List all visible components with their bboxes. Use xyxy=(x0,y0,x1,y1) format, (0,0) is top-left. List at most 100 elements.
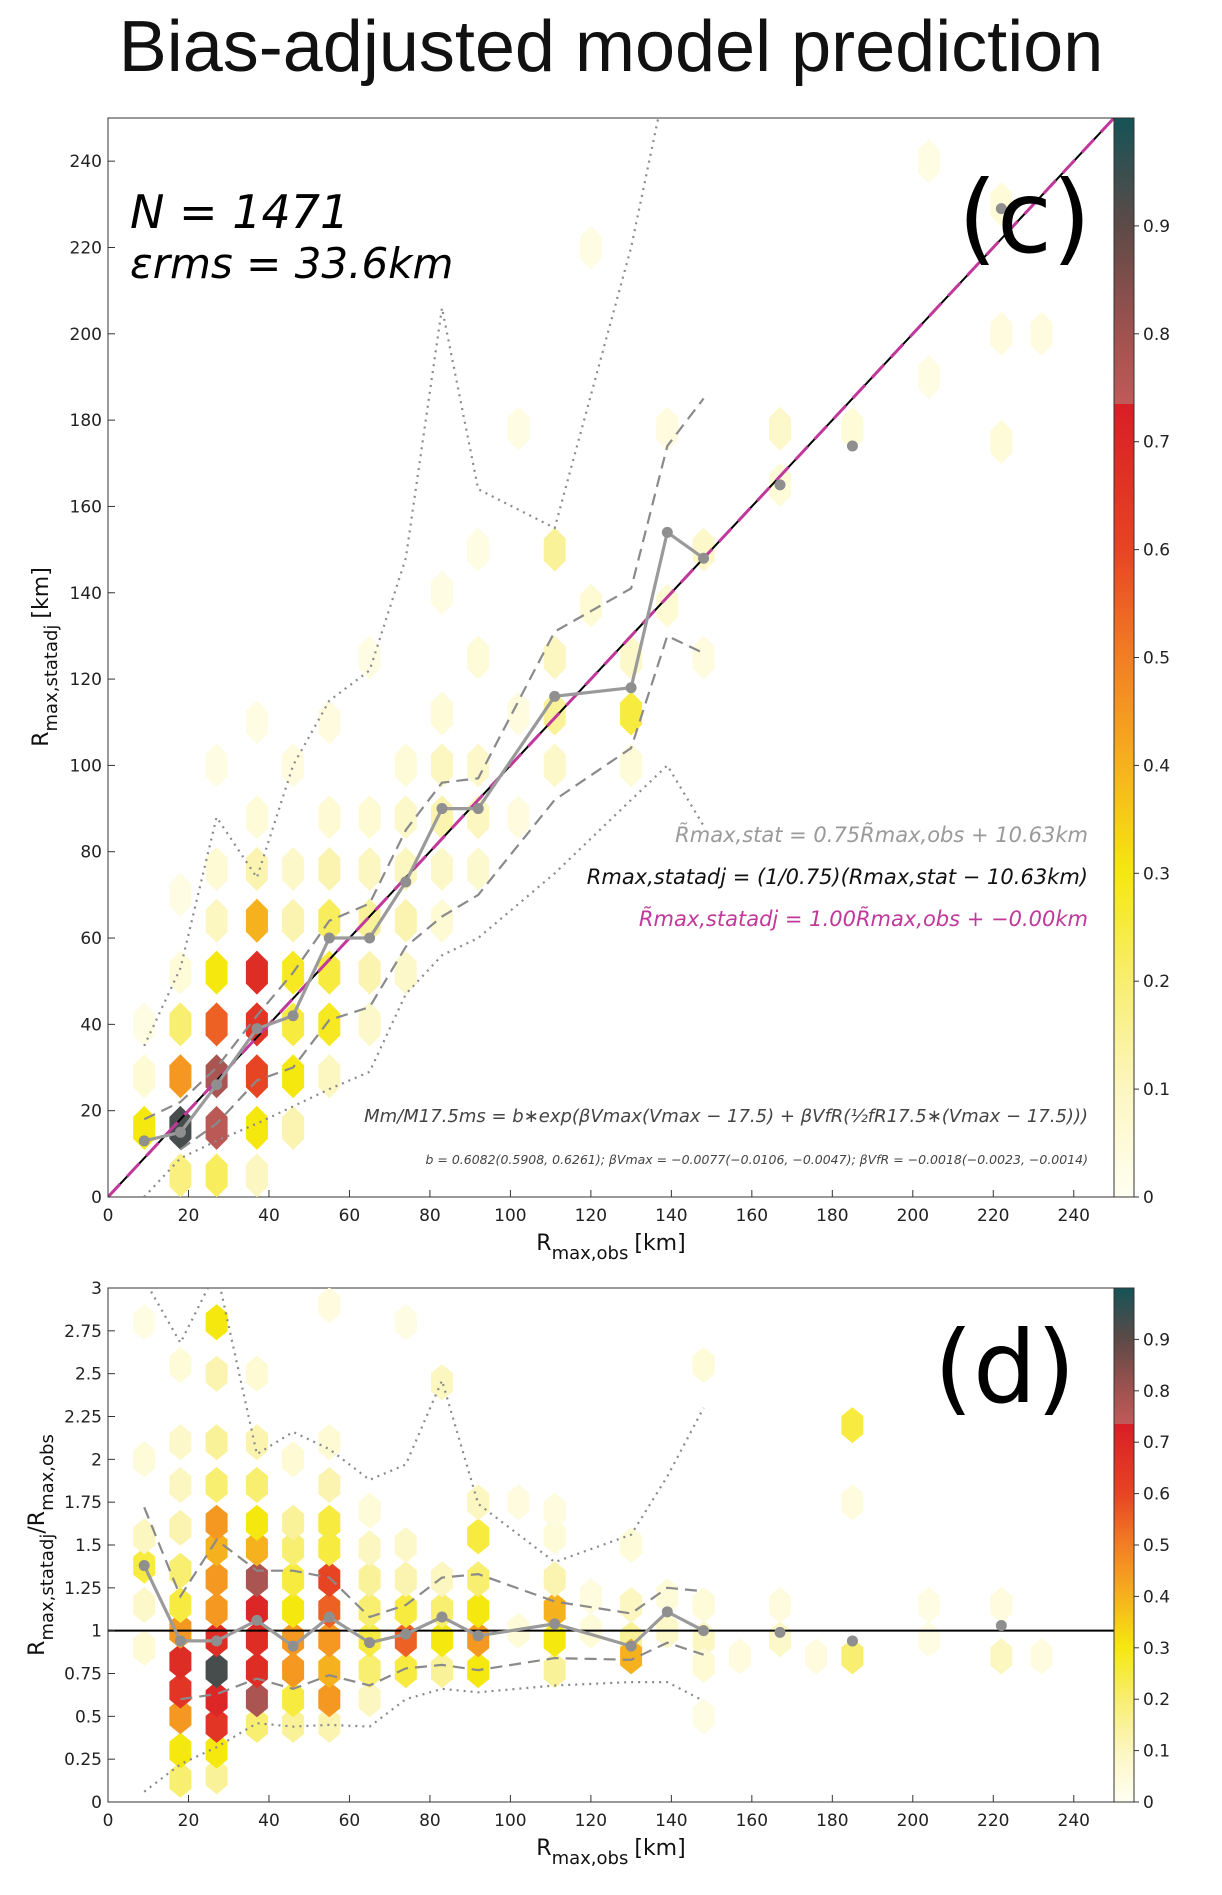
hexbin-c-12 xyxy=(205,1002,228,1047)
hexbin-c-80 xyxy=(841,406,864,451)
hexbin-c-65 xyxy=(543,743,566,788)
hexbin-d-19 xyxy=(205,1732,228,1769)
ytick-label-d-5: 1.25 xyxy=(64,1579,102,1599)
median-point-c-5 xyxy=(323,932,335,944)
hexbin-c-22 xyxy=(245,898,268,943)
hexbin-c-78 xyxy=(769,406,791,451)
cb-tick-label-c-8: 0.8 xyxy=(1143,325,1170,345)
ytick-label-c-10: 200 xyxy=(70,325,102,345)
hexbin-c-81 xyxy=(917,355,940,399)
hexbin-d-44 xyxy=(282,1681,305,1718)
hexbin-c-48 xyxy=(394,847,417,891)
xtick-label-c-12: 240 xyxy=(1058,1206,1090,1226)
hexbin-d-18 xyxy=(205,1758,228,1795)
median-point-c-14 xyxy=(774,479,786,491)
hexbin-c-38 xyxy=(318,795,341,840)
hexbin-c-13 xyxy=(205,950,228,995)
panel-d-lines xyxy=(108,1288,1114,1793)
median-point-c-9 xyxy=(472,803,484,815)
hexbin-d-57 xyxy=(318,1561,341,1598)
hexbin-c-69 xyxy=(579,583,602,628)
xtick-label-d-5: 100 xyxy=(494,1811,526,1831)
cb-tick-label-c-2: 0.2 xyxy=(1143,972,1170,992)
hexbin-d-10 xyxy=(169,1643,192,1680)
hexbin-c-74 xyxy=(656,583,679,628)
hexbin-c-43 xyxy=(358,847,381,891)
panel-d-colorbar xyxy=(1113,1287,1135,1803)
hexbin-d-1 xyxy=(133,1518,156,1555)
panel-d-ticks: 0 20 40 60 80 100 120 140 160 180 200 220 240 0 0.25 0.… xyxy=(64,1279,1090,1831)
median-point-c-10 xyxy=(549,690,561,702)
hexbin-d-31 xyxy=(205,1304,228,1341)
hexbin-c-73 xyxy=(620,743,643,788)
median-point-c-8 xyxy=(436,803,448,815)
hexbin-c-52 xyxy=(431,847,453,891)
ytick-label-c-1: 20 xyxy=(80,1102,102,1122)
hexbin-d-91 xyxy=(543,1592,566,1629)
hexbin-d-51 xyxy=(282,1441,305,1478)
median-point-d-4 xyxy=(287,1640,299,1652)
ytick-label-c-5: 100 xyxy=(70,756,102,776)
ytick-label-d-12: 3 xyxy=(91,1279,102,1299)
hexbin-d-99 xyxy=(620,1587,643,1623)
eq-stat: R̃max,stat = 0.75R̃max,obs + 10.63km xyxy=(675,822,1088,847)
figure-title: Bias-adjusted model prediction xyxy=(118,7,1104,87)
xtick-label-c-6: 120 xyxy=(575,1206,607,1226)
xtick-label-d-9: 180 xyxy=(816,1811,848,1831)
hexbin-d-85 xyxy=(467,1518,490,1555)
ytick-label-d-2: 0.5 xyxy=(75,1707,102,1727)
p10-line-d xyxy=(143,1680,705,1793)
cb-tick-label-d-5: 0.5 xyxy=(1143,1536,1170,1556)
hexbin-d-79 xyxy=(431,1561,453,1598)
hexbin-d-70 xyxy=(394,1652,417,1689)
hexbin-c-47 xyxy=(394,898,417,943)
median-point-d-16 xyxy=(995,1620,1007,1632)
hexbin-d-76 xyxy=(431,1652,453,1689)
ytick-label-d-8: 2 xyxy=(91,1450,102,1470)
hexbin-d-29 xyxy=(205,1424,228,1461)
cb-tick-label-d-8: 0.8 xyxy=(1143,1382,1170,1402)
hexbin-d-89 xyxy=(543,1652,566,1689)
median-point-c-16 xyxy=(995,203,1007,215)
hexbin-d-36 xyxy=(245,1592,268,1629)
xtick-label-c-9: 180 xyxy=(816,1206,848,1226)
hexbin-d-32 xyxy=(245,1706,268,1743)
hexbin-c-84 xyxy=(1030,311,1053,356)
hexbin-d-61 xyxy=(318,1424,341,1461)
median-point-d-8 xyxy=(436,1611,448,1623)
median-point-d-3 xyxy=(251,1614,263,1626)
hexbin-c-23 xyxy=(245,847,268,891)
panel-c-lines xyxy=(108,118,1114,1197)
panel-c-hexbins xyxy=(133,139,1053,1197)
median-point-d-0 xyxy=(138,1560,150,1572)
cb-tick-label-c-6: 0.6 xyxy=(1143,541,1170,561)
hexbin-c-76 xyxy=(692,527,715,572)
median-point-c-12 xyxy=(661,526,673,538)
hexbin-d-40 xyxy=(245,1467,268,1503)
cb-tick-label-d-6: 0.6 xyxy=(1143,1485,1170,1505)
median-line-d xyxy=(142,1564,705,1649)
hexbin-c-30 xyxy=(282,898,305,943)
hexbin-c-82 xyxy=(990,419,1013,464)
hexbin-d-84 xyxy=(467,1561,490,1598)
hexbin-d-100 xyxy=(620,1527,643,1563)
hexbin-d-66 xyxy=(358,1592,381,1629)
hexbin-d-92 xyxy=(543,1561,566,1598)
ytick-label-c-9: 180 xyxy=(70,411,102,431)
hexbin-d-67 xyxy=(358,1561,381,1598)
hexbin-c-44 xyxy=(358,795,381,840)
xtick-label-d-11: 220 xyxy=(977,1811,1009,1831)
hexbin-d-117 xyxy=(990,1587,1013,1623)
hexbin-d-25 xyxy=(205,1561,228,1598)
hexbin-d-59 xyxy=(318,1504,341,1541)
hexbin-c-53 xyxy=(431,795,453,840)
hexbin-d-13 xyxy=(169,1552,192,1589)
hexbin-d-64 xyxy=(358,1652,381,1689)
hexbin-d-22 xyxy=(205,1652,228,1689)
hexbin-d-33 xyxy=(245,1681,268,1718)
hexbin-c-34 xyxy=(318,1002,341,1047)
hexbin-c-83 xyxy=(990,311,1013,356)
median-point-d-13 xyxy=(698,1625,710,1637)
hexbin-d-119 xyxy=(917,1587,940,1623)
hexbin-c-55 xyxy=(431,691,453,736)
